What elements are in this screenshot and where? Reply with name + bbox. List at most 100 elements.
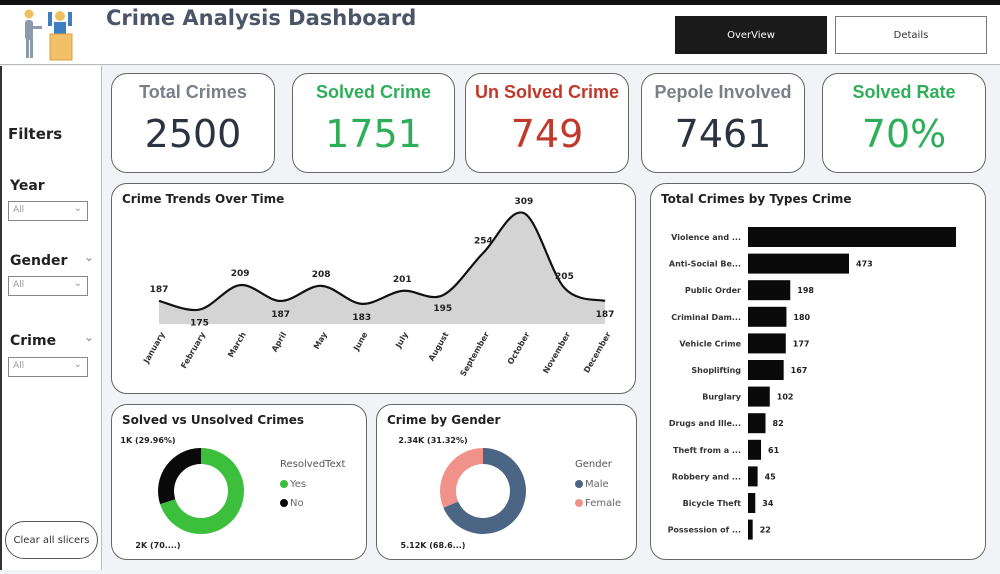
category-label: Criminal Dam... [671, 313, 741, 322]
data-label: 177 [793, 339, 810, 348]
gender-slicer-label: Gender [10, 253, 68, 269]
gender-donut-chart: 5.12K (68.6...) Male 2.34K (31.32%) Female G… [398, 436, 621, 550]
kpi-label: Solved Rate [852, 82, 956, 102]
category-label: Shoplifting [691, 366, 741, 375]
legend-item: Yes [289, 479, 306, 490]
crime-slicer-value: All [13, 361, 25, 371]
legend-title: Gender [575, 459, 613, 470]
x-tick-label: April [270, 330, 289, 353]
police-interrogation-icon [24, 9, 73, 61]
x-tick-label: February [179, 330, 207, 370]
donut-slice [158, 448, 201, 505]
year-slicer-dropdown[interactable]: All ⌄ [8, 201, 88, 221]
bar [748, 493, 756, 513]
data-label: 201 [393, 275, 412, 285]
chevron-down-icon[interactable]: ⌄ [84, 330, 95, 344]
data-label: 45 [765, 472, 777, 481]
x-tick-label: November [541, 330, 572, 375]
legend-item: Female [585, 498, 621, 509]
chevron-down-icon: ⌄ [73, 278, 82, 289]
bar [748, 306, 787, 327]
kpi-value: 70% [861, 112, 947, 156]
category-label: Theft from a ... [673, 446, 741, 455]
data-label: 1K (29.96%) [120, 436, 175, 445]
chart-title: Solved vs Unsolved Crimes [122, 413, 305, 427]
x-tick-label: December [582, 330, 613, 374]
gender-slicer-dropdown[interactable]: All ⌄ [8, 276, 88, 296]
data-label: 205 [555, 272, 574, 282]
data-label: 309 [515, 197, 534, 207]
bar [748, 386, 770, 407]
data-label: 187 [596, 310, 615, 320]
kpi-label: Pepole Involved [654, 82, 792, 102]
category-label: Public Order [685, 286, 741, 295]
data-label: 187 [271, 310, 290, 320]
donut-slice [440, 448, 483, 508]
data-label: 167 [791, 366, 808, 375]
data-label: 254 [474, 237, 493, 247]
legend-marker [575, 499, 583, 507]
tab-details[interactable]: Details [835, 16, 987, 54]
category-label: Violence and ... [671, 233, 741, 242]
bar [748, 466, 758, 487]
legend-title: ResolvedText [280, 459, 345, 470]
year-slicer-label: Year [10, 178, 45, 194]
bar [748, 519, 753, 540]
legend-item: No [290, 498, 304, 509]
solved-unsolved-card: Solved vs Unsolved Crimes 2K (70....) Yes… [111, 404, 367, 560]
kpi-card: Total Crimes 2500 [111, 73, 275, 173]
bar [748, 280, 791, 301]
data-label: 2.34K (31.32%) [398, 436, 467, 445]
chevron-down-icon[interactable]: ⌄ [84, 250, 95, 264]
x-tick-label: August [427, 330, 451, 362]
tab-overview[interactable]: OverView [675, 16, 827, 54]
data-label: 34 [762, 499, 774, 508]
data-label: 61 [768, 446, 780, 455]
crime-types-chart: Violence and ... Anti-Social Be... 473 Publ… [668, 227, 956, 540]
kpi-value: 7461 [674, 112, 772, 156]
data-label: 473 [856, 260, 873, 269]
clear-all-slicers-button[interactable]: Clear all slicers [5, 521, 98, 559]
crime-types-card: Total Crimes by Types Crime Violence and… [650, 183, 986, 560]
chart-title: Total Crimes by Types Crime [661, 192, 852, 206]
kpi-label: Total Crimes [139, 82, 247, 102]
filters-sidebar [0, 66, 102, 570]
category-label: Anti-Social Be... [669, 260, 741, 269]
x-tick-label: March [226, 330, 248, 359]
bar [748, 253, 849, 274]
donut-slice [160, 448, 244, 534]
category-label: Robbery and ... [672, 472, 741, 481]
data-label: 195 [433, 304, 452, 314]
page-title: Crime Analysis Dashboard [106, 6, 417, 30]
data-label: 5.12K (68.6...) [401, 541, 466, 550]
kpi-label: Un Solved Crime [474, 82, 620, 102]
kpi-card: Solved Rate 70% [822, 73, 986, 173]
legend-item: Male [585, 479, 609, 490]
data-label: 198 [797, 286, 814, 295]
chart-title: Crime Trends Over Time [122, 192, 285, 206]
data-label: 208 [312, 270, 331, 280]
x-tick-label: July [393, 330, 410, 350]
data-label: 82 [773, 419, 784, 428]
bar [748, 360, 784, 380]
bar [748, 333, 786, 354]
trend-line [158, 211, 606, 312]
bar [748, 413, 766, 434]
data-label: 22 [760, 526, 771, 535]
top-bar [0, 0, 1000, 5]
crime-slicer-dropdown[interactable]: All ⌄ [8, 357, 88, 377]
category-label: Burglary [702, 393, 742, 402]
category-label: Bicycle Theft [683, 499, 742, 508]
data-label: 209 [231, 269, 250, 279]
x-tick-label: September [458, 330, 491, 378]
kpi-value: 749 [510, 112, 584, 156]
data-label: 102 [777, 393, 794, 402]
category-label: Drugs and Ille... [669, 419, 741, 428]
crime-trends-card: Crime Trends Over Time 187 January 175 Febr… [111, 183, 636, 394]
gender-card: Crime by Gender 5.12K (68.6...) Male 2.34K… [376, 404, 637, 560]
area-fill [159, 212, 605, 324]
data-label: 183 [352, 313, 371, 323]
data-label: 2K (70....) [135, 541, 180, 550]
kpi-card: Pepole Involved 7461 [641, 73, 805, 173]
